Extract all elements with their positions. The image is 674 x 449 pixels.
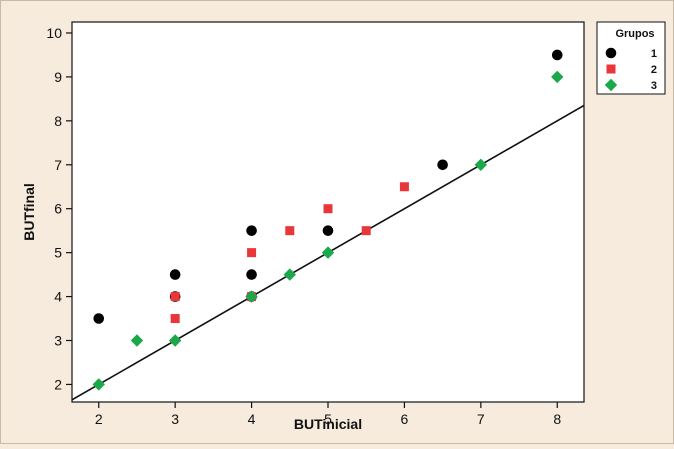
y-tick-label: 8 (54, 113, 62, 129)
x-tick-label: 4 (248, 411, 256, 427)
data-point-grupo-1 (93, 313, 105, 324)
data-point-grupo-1 (551, 49, 563, 61)
y-tick-label: 3 (54, 332, 62, 348)
x-tick-label: 2 (95, 411, 103, 427)
y-tick-label: 9 (54, 69, 62, 85)
data-point-grupo-2 (285, 226, 295, 236)
x-tick-label: 3 (171, 411, 179, 427)
x-axis-label: BUTinicial (294, 416, 362, 432)
data-point-grupo-3 (283, 268, 296, 281)
data-point-grupo-2 (170, 292, 180, 302)
y-tick-label: 10 (46, 25, 62, 41)
y-tick-label: 4 (54, 289, 62, 305)
data-point-grupo-3 (551, 70, 564, 84)
data-point-grupo-3 (474, 158, 488, 171)
x-tick-label: 7 (477, 411, 485, 427)
legend-title: Grupos (615, 28, 654, 40)
data-point-grupo-3 (92, 378, 105, 391)
data-point-grupo-1 (322, 225, 334, 236)
legend-box (596, 21, 666, 95)
data-point-grupo-1 (437, 159, 448, 171)
legend-label-grupo-3: 3 (651, 80, 657, 92)
y-axis-label: BUTfinal (21, 183, 37, 241)
data-point-grupo-3 (321, 246, 335, 259)
data-point-grupo-2 (361, 226, 371, 236)
y-tick-label: 2 (54, 376, 62, 392)
legend-label-grupo-1: 1 (651, 48, 657, 60)
legend-marker-grupo-2 (606, 64, 616, 74)
data-point-grupo-2 (247, 248, 257, 258)
x-tick-label: 5 (324, 411, 332, 427)
legend-label-grupo-2: 2 (651, 64, 657, 76)
data-point-grupo-1 (169, 269, 181, 280)
x-tick-label: 8 (553, 411, 561, 427)
y-tick-label: 6 (54, 201, 62, 217)
y-tick-label: 7 (54, 157, 62, 173)
legend-marker-grupo-1 (605, 47, 617, 59)
data-point-grupo-2 (399, 182, 409, 192)
data-point-grupo-2 (170, 314, 180, 324)
data-point-grupo-2 (323, 204, 333, 214)
data-point-grupo-1 (246, 269, 257, 280)
y-tick-label: 5 (54, 245, 62, 261)
data-point-grupo-1 (246, 225, 257, 236)
data-point-grupo-3 (245, 290, 258, 303)
x-tick-label: 6 (401, 411, 409, 427)
legend-marker-grupo-3 (604, 78, 618, 92)
data-point-grupo-3 (168, 334, 182, 347)
data-point-grupo-3 (130, 334, 144, 347)
